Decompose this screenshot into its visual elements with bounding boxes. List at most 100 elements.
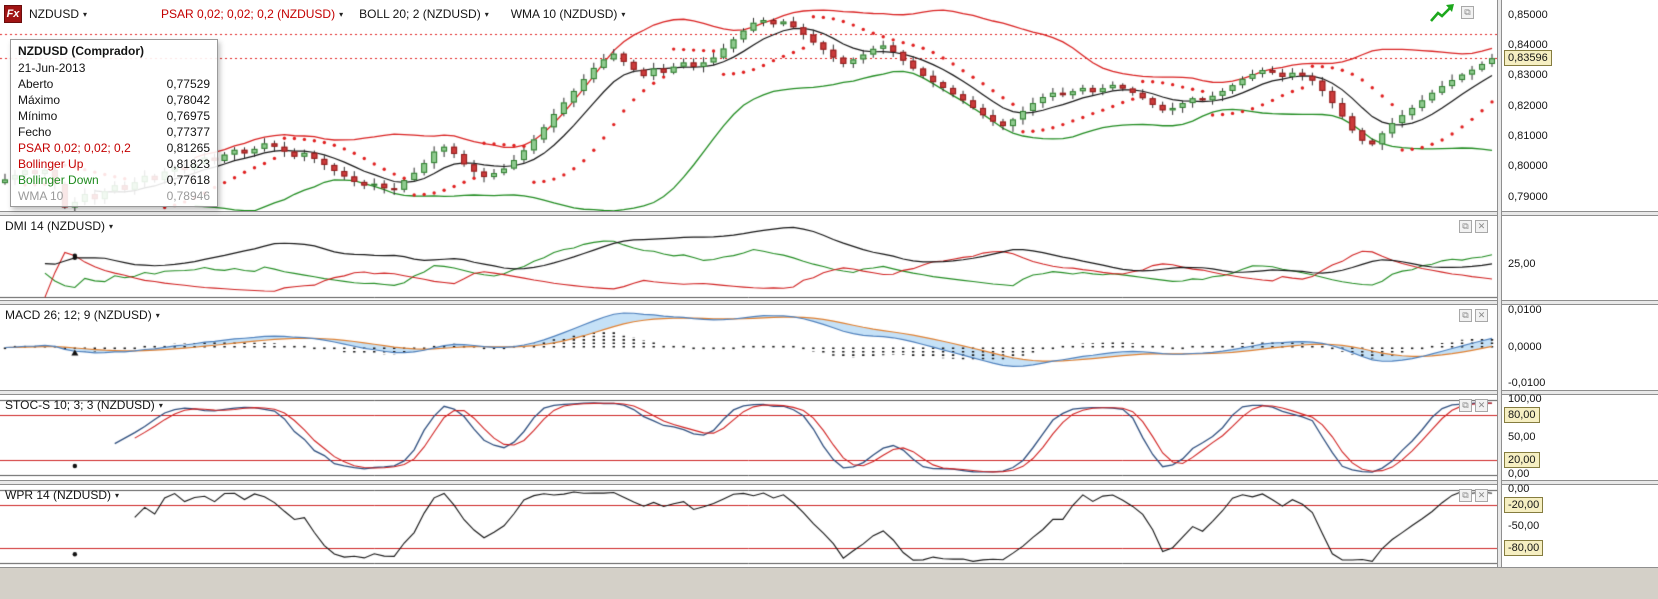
axis-tick-label: 0,83000 xyxy=(1508,69,1548,81)
restore-icon[interactable]: ⧉ xyxy=(1459,489,1472,502)
price-tooltip: NZDUSD (Comprador) 21-Jun-2013 Aberto 0,7… xyxy=(10,39,218,207)
restore-icon[interactable]: ⧉ xyxy=(1459,309,1472,322)
panel-splitter[interactable] xyxy=(0,390,1658,395)
tooltip-row: Fecho 0,77377 xyxy=(18,124,210,140)
tooltip-row-value: 0,76975 xyxy=(166,109,210,123)
tooltip-row: Bollinger Down 0,77618 xyxy=(18,172,210,188)
axis-tick-label: 100,00 xyxy=(1508,393,1542,405)
axis-tick-label: 0,79000 xyxy=(1508,191,1548,203)
close-icon[interactable]: ✕ xyxy=(1475,220,1488,233)
bottom-gutter xyxy=(0,567,1658,599)
chevron-down-icon: ▾ xyxy=(115,490,120,500)
indicator-wma-label: WMA 10 (NZDUSD) xyxy=(510,7,618,21)
macd-panel-icons: ⧉ ✕ xyxy=(1459,309,1488,322)
panel-splitter[interactable] xyxy=(0,480,1658,485)
price-axis[interactable]: 0,83596 0,85000 0,84000 0,83000 0,82000 0,81… xyxy=(1502,0,1658,567)
chevron-down-icon: ▾ xyxy=(158,400,163,410)
axis-tick-label: 0,82000 xyxy=(1508,100,1548,112)
axis-splitter[interactable] xyxy=(1497,0,1502,567)
fx-logo-icon[interactable]: Fx xyxy=(4,5,22,23)
axis-tick-label: 0,0100 xyxy=(1508,304,1542,316)
axis-tick-label: -50,00 xyxy=(1508,520,1540,532)
chevron-down-icon: ▾ xyxy=(484,9,489,19)
tooltip-row-label: Mínimo xyxy=(18,109,58,123)
axis-level-badge: -80,00 xyxy=(1504,540,1544,556)
chart-toolbar: Fx NZDUSD ▾ PSAR 0,02; 0,02; 0,2 (NZDUSD… xyxy=(4,5,625,23)
tooltip-row: PSAR 0,02; 0,02; 0,2 0,81265 xyxy=(18,140,210,156)
indicator-boll-label: BOLL 20; 2 (NZDUSD) xyxy=(359,7,481,21)
tooltip-date: 21-Jun-2013 xyxy=(18,61,86,75)
tooltip-rows: Aberto 0,77529 Máximo 0,78042 Mínimo 0,76975 F… xyxy=(18,76,210,204)
chevron-down-icon: ▾ xyxy=(83,9,88,19)
indicator-boll-selector[interactable]: BOLL 20; 2 (NZDUSD) ▾ xyxy=(359,7,489,21)
panel-splitter[interactable] xyxy=(0,211,1658,216)
dmi-panel-icons: ⧉ ✕ xyxy=(1459,220,1488,233)
symbol-label: NZDUSD xyxy=(29,7,79,21)
close-icon[interactable]: ✕ xyxy=(1475,309,1488,322)
indicator-psar-label: PSAR 0,02; 0,02; 0,2 (NZDUSD) xyxy=(161,7,336,21)
main-panel-icons: ⧉ xyxy=(1461,6,1474,19)
wpr-chart-canvas[interactable] xyxy=(0,485,1497,567)
tooltip-row-value: 0,78042 xyxy=(166,93,210,107)
tooltip-row: Mínimo 0,76975 xyxy=(18,108,210,124)
dmi-chart-canvas[interactable] xyxy=(0,216,1497,300)
close-icon[interactable]: ✕ xyxy=(1475,489,1488,502)
tooltip-row-value: 0,77529 xyxy=(166,77,210,91)
axis-tick-label: 25,00 xyxy=(1508,258,1536,270)
axis-tick-label: 0,0000 xyxy=(1508,341,1542,353)
axis-tick-label: 50,00 xyxy=(1508,431,1536,443)
tooltip-row: WMA 10 0,78946 xyxy=(18,188,210,204)
axis-tick-label: -0,0100 xyxy=(1508,377,1546,389)
close-icon[interactable]: ✕ xyxy=(1475,399,1488,412)
restore-icon[interactable]: ⧉ xyxy=(1459,399,1472,412)
axis-tick-label: 0,00 xyxy=(1508,468,1530,480)
trend-arrow-icon[interactable] xyxy=(1428,3,1456,25)
tooltip-row-value: 0,77377 xyxy=(166,125,210,139)
tooltip-row: Aberto 0,77529 xyxy=(18,76,210,92)
popout-icon[interactable]: ⧉ xyxy=(1461,6,1474,19)
chevron-down-icon: ▾ xyxy=(339,9,344,19)
restore-icon[interactable]: ⧉ xyxy=(1459,220,1472,233)
indicator-wma-selector[interactable]: WMA 10 (NZDUSD) ▾ xyxy=(511,7,626,21)
tooltip-row-value: 0,81265 xyxy=(166,141,210,155)
tooltip-row-label: WMA 10 xyxy=(18,189,64,203)
last-price-badge: 0,83596 xyxy=(1504,50,1552,66)
price-chart-canvas[interactable] xyxy=(0,0,1497,211)
tooltip-row-label: PSAR 0,02; 0,02; 0,2 xyxy=(18,141,131,155)
dmi-panel-title[interactable]: DMI 14 (NZDUSD) ▾ xyxy=(5,219,113,233)
axis-tick-label: 0,85000 xyxy=(1508,9,1548,21)
stochastic-panel-icons: ⧉ ✕ xyxy=(1459,399,1488,412)
tooltip-row-value: 0,78946 xyxy=(166,189,210,203)
chevron-down-icon: ▾ xyxy=(155,310,160,320)
chevron-down-icon: ▾ xyxy=(621,9,626,19)
axis-level-badge: 80,00 xyxy=(1504,407,1540,423)
stochastic-panel-title[interactable]: STOC-S 10; 3; 3 (NZDUSD) ▾ xyxy=(5,398,163,412)
wpr-panel-icons: ⧉ ✕ xyxy=(1459,489,1488,502)
tooltip-row-label: Aberto xyxy=(18,77,54,91)
axis-tick-label: 0,80000 xyxy=(1508,160,1548,172)
axis-level-badge: 20,00 xyxy=(1504,452,1540,468)
tooltip-row-value: 0,77618 xyxy=(166,173,210,187)
panel-title-label: WPR 14 (NZDUSD) xyxy=(5,488,112,502)
macd-panel-title[interactable]: MACD 26; 12; 9 (NZDUSD) ▾ xyxy=(5,308,160,322)
tooltip-row-value: 0,81823 xyxy=(166,157,210,171)
panel-title-label: MACD 26; 12; 9 (NZDUSD) xyxy=(5,308,152,322)
tooltip-row: Máximo 0,78042 xyxy=(18,92,210,108)
axis-tick-label: 0,84000 xyxy=(1508,39,1548,51)
symbol-selector[interactable]: NZDUSD ▾ xyxy=(29,7,87,21)
macd-chart-canvas[interactable] xyxy=(0,305,1497,390)
chevron-down-icon: ▾ xyxy=(109,221,114,231)
wpr-panel-title[interactable]: WPR 14 (NZDUSD) ▾ xyxy=(5,488,119,502)
panel-title-label: DMI 14 (NZDUSD) xyxy=(5,219,106,233)
panel-splitter[interactable] xyxy=(0,300,1658,305)
stochastic-chart-canvas[interactable] xyxy=(0,395,1497,480)
axis-level-badge: -20,00 xyxy=(1504,497,1544,513)
panel-title-label: STOC-S 10; 3; 3 (NZDUSD) xyxy=(5,398,155,412)
tooltip-row: Bollinger Up 0,81823 xyxy=(18,156,210,172)
tooltip-row-label: Fecho xyxy=(18,125,52,139)
indicator-psar-selector[interactable]: PSAR 0,02; 0,02; 0,2 (NZDUSD) ▾ xyxy=(161,7,343,21)
axis-tick-label: 0,81000 xyxy=(1508,130,1548,142)
axis-tick-label: 0,00 xyxy=(1508,483,1530,495)
tooltip-title: NZDUSD (Comprador) xyxy=(18,44,144,58)
